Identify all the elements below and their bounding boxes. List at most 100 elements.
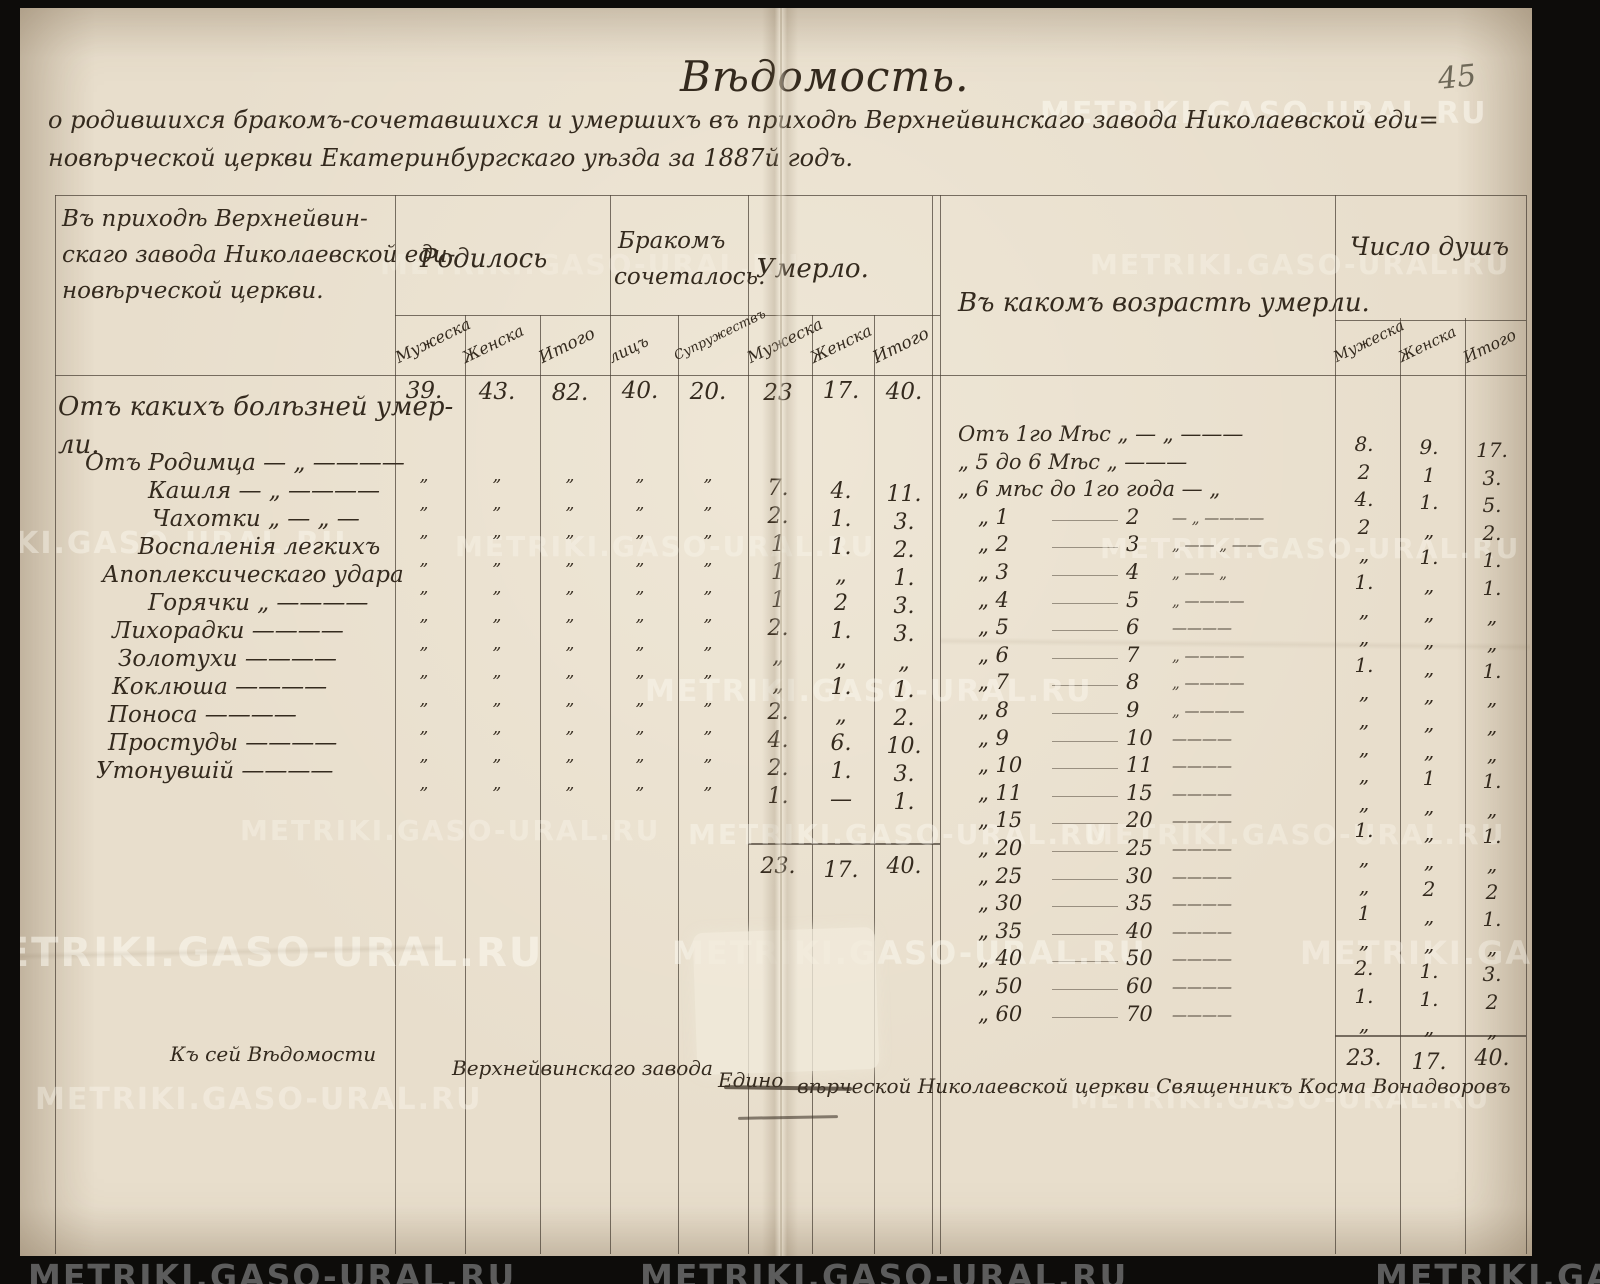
age-dash bbox=[1052, 851, 1118, 852]
souls-total: 17. bbox=[1476, 438, 1508, 462]
signature-part3: Едино bbox=[718, 1068, 784, 1092]
ditto-mark: „ bbox=[703, 578, 713, 598]
ditto-mark: „ bbox=[635, 606, 645, 626]
souls-total: „ bbox=[1486, 686, 1498, 711]
souls-total: 3. bbox=[1482, 962, 1502, 987]
age-to: 4 bbox=[1126, 560, 1140, 584]
cause-label: Поноса ———— bbox=[108, 702, 297, 728]
cause-died-total: 1. bbox=[893, 566, 915, 591]
ditto-mark: „ bbox=[492, 746, 502, 766]
age-from: „ 8 bbox=[978, 698, 1009, 722]
souls-male: 8. bbox=[1354, 432, 1374, 456]
age-dash bbox=[1052, 657, 1118, 659]
cause-died-female: „ bbox=[835, 703, 847, 728]
cause-died-total: 3. bbox=[893, 622, 915, 647]
vertical-rule bbox=[55, 195, 56, 1254]
cause-died-total: 2. bbox=[893, 706, 915, 731]
souls-total: „ bbox=[1486, 631, 1498, 656]
ditto-mark: „ bbox=[419, 662, 429, 682]
age-tail-marks: ———— bbox=[1172, 867, 1232, 886]
souls-total: 1. bbox=[1482, 658, 1502, 683]
souls-male: „ bbox=[1358, 763, 1370, 788]
age-from: „ 5 bbox=[978, 615, 1009, 640]
ditto-mark: „ bbox=[565, 578, 575, 598]
cause-label: Горячки „ ———— bbox=[148, 590, 369, 616]
souls-total-female: 17. bbox=[1411, 1050, 1447, 1075]
souls-male: 2. bbox=[1354, 956, 1374, 981]
cause-label: Чахотки „ — „ — bbox=[152, 506, 360, 532]
souls-female: „ bbox=[1423, 1014, 1435, 1039]
age-dash bbox=[1052, 878, 1118, 880]
age-dash bbox=[1052, 989, 1118, 990]
age-tail-marks: ———— bbox=[1172, 757, 1232, 776]
vertical-rule bbox=[395, 195, 396, 1254]
summary-died-total: 40. bbox=[885, 379, 923, 405]
age-tail-marks: „ ———— bbox=[1172, 674, 1245, 693]
summary-married-couples: 20. bbox=[689, 379, 727, 405]
cause-died-female: 4. bbox=[830, 479, 852, 504]
souls-female: 2 bbox=[1422, 876, 1436, 901]
cause-died-total: 1. bbox=[893, 678, 915, 703]
ditto-mark: „ bbox=[492, 606, 502, 626]
age-tail-marks: ———— bbox=[1172, 840, 1232, 858]
souls-total: 2 bbox=[1485, 990, 1499, 1014]
ditto-mark: „ bbox=[492, 578, 502, 598]
souls-total: 1. bbox=[1482, 576, 1502, 600]
ditto-mark: „ bbox=[419, 634, 429, 654]
document-subtitle-line2: новѣрческой церкви Екатеринбургскаго уѣз… bbox=[48, 144, 853, 172]
age-tail-marks: ———— bbox=[1172, 922, 1232, 941]
cause-label: Золотухи ———— bbox=[118, 646, 337, 672]
archive-watermark: METRIKI.GASO-URAL.RU bbox=[380, 248, 801, 281]
age-to: 9 bbox=[1126, 698, 1140, 722]
souls-male: 1 bbox=[1357, 901, 1371, 926]
souls-total: 1. bbox=[1482, 548, 1502, 573]
souls-female: 1. bbox=[1419, 545, 1439, 570]
parish-header-line2: скаго завода Николаевской еди- bbox=[62, 242, 456, 268]
souls-female: 9. bbox=[1419, 435, 1439, 459]
subheader-total: Итого bbox=[1460, 325, 1520, 367]
ditto-mark: „ bbox=[635, 746, 645, 766]
archive-watermark: METRIKI.GASO-URAL.RU bbox=[1085, 818, 1506, 851]
souls-female: „ bbox=[1423, 931, 1435, 956]
column-group-age-at-death: Въ какомъ возрастѣ умерли. bbox=[958, 288, 1370, 318]
cause-died-female: 1. bbox=[830, 535, 852, 560]
horizontal-rule bbox=[748, 843, 940, 845]
archive-watermark: METRIKI.GASO-URAL.RU bbox=[1100, 532, 1521, 565]
souls-male: 2 bbox=[1357, 459, 1371, 484]
souls-male: 1. bbox=[1354, 652, 1374, 677]
souls-female: 1 bbox=[1422, 766, 1436, 791]
ditto-mark: „ bbox=[565, 494, 575, 514]
ditto-mark: „ bbox=[635, 690, 645, 710]
cause-label: Утонувшій ———— bbox=[96, 758, 334, 784]
cause-died-female: „ bbox=[835, 647, 847, 672]
age-dash bbox=[1052, 602, 1118, 604]
age-from: „ 30 bbox=[978, 891, 1023, 916]
column-group-married-line2: сочеталось. bbox=[614, 264, 766, 290]
age-range-label: „ 6 мѣс до 1го года — „ bbox=[958, 477, 1221, 502]
vertical-rule bbox=[540, 315, 541, 1254]
souls-female: „ bbox=[1423, 738, 1435, 763]
parish-header-line3: новѣрческой церкви. bbox=[62, 278, 324, 304]
ditto-mark: „ bbox=[635, 634, 645, 654]
souls-female: 1. bbox=[1419, 959, 1439, 984]
age-from: „ 50 bbox=[978, 974, 1023, 998]
age-dash bbox=[1052, 961, 1118, 963]
page-number-pencil: 45 bbox=[1436, 58, 1478, 97]
ditto-mark: „ bbox=[492, 774, 502, 794]
age-from: „ 7 bbox=[978, 670, 1009, 695]
age-dash bbox=[1052, 685, 1118, 687]
archive-watermark-border: METRIKI.GASO-URAL.RU bbox=[28, 1257, 517, 1284]
age-from: „ 35 bbox=[978, 918, 1023, 943]
subheader-male: Мужеска bbox=[1330, 316, 1408, 366]
age-to: 6 bbox=[1126, 615, 1140, 640]
cause-died-total: 3. bbox=[893, 762, 915, 787]
subheader-total: Итого bbox=[535, 323, 599, 368]
cause-label: Простуды ———— bbox=[108, 730, 338, 756]
age-from: „ 6 bbox=[978, 642, 1009, 667]
souls-male: „ bbox=[1358, 790, 1370, 815]
age-tail-marks: ———— bbox=[1172, 1005, 1232, 1024]
parish-header-line1: Въ приходѣ Верхнейвин- bbox=[62, 206, 368, 232]
age-tail-marks: ———— bbox=[1172, 784, 1232, 803]
age-to: 60 bbox=[1126, 974, 1153, 998]
souls-male: „ bbox=[1358, 597, 1370, 622]
